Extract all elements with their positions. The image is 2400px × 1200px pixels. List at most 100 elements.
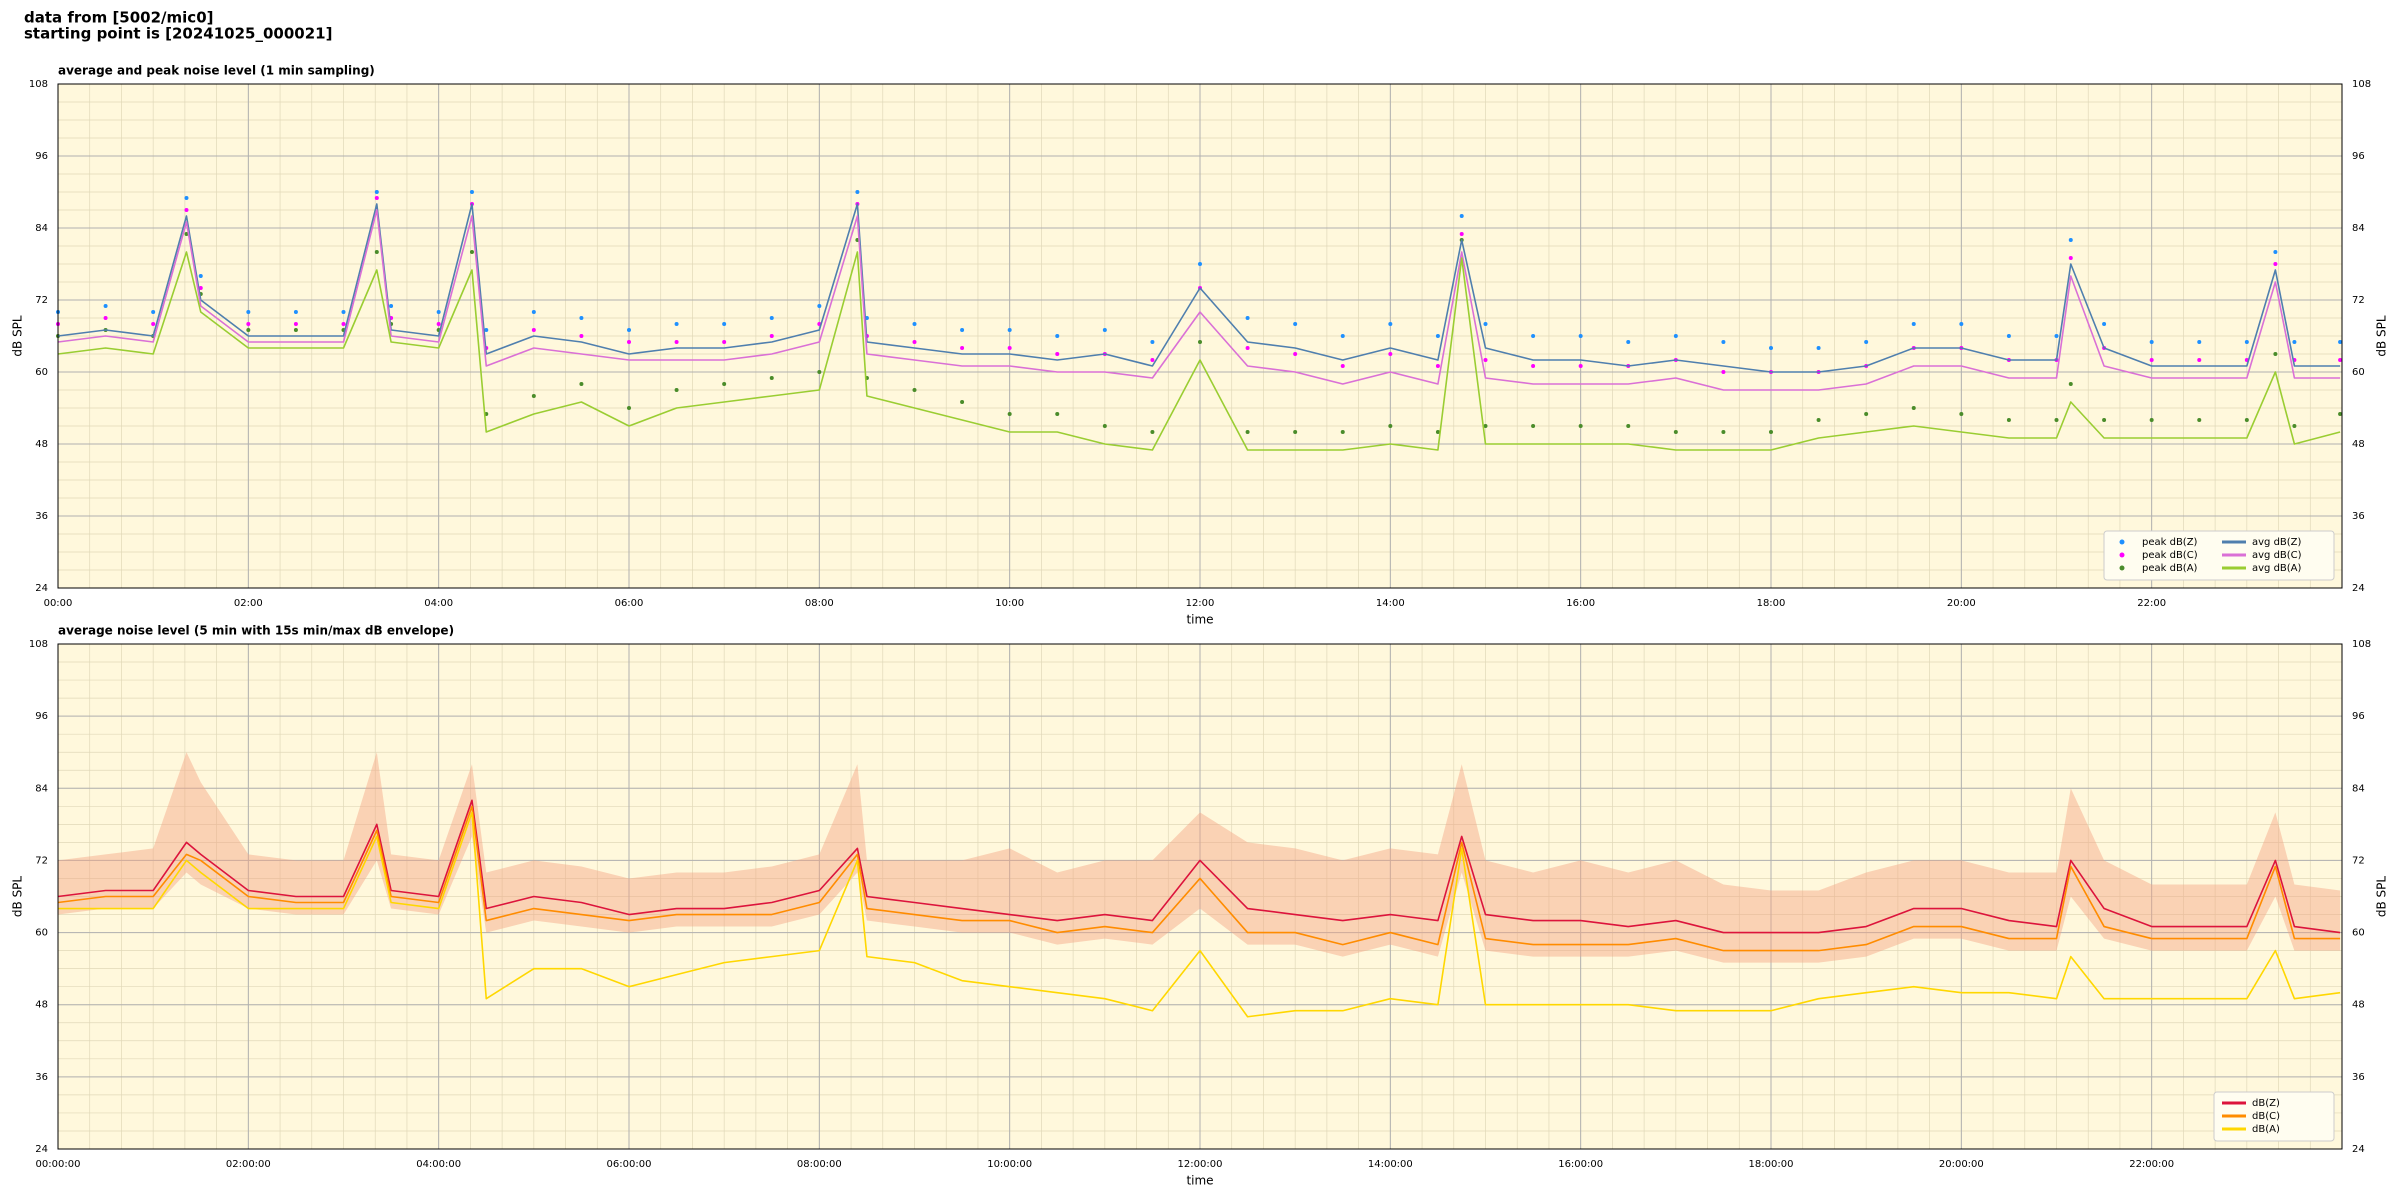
y-tick-label: 36	[35, 511, 48, 522]
series-line	[57, 203, 2341, 373]
peak-point	[1007, 346, 1012, 350]
peak-point	[1198, 340, 1202, 344]
y-tick-label: 108	[2352, 639, 2371, 650]
legend-label: peak dB(A)	[2142, 563, 2198, 574]
y-tick-label: 72	[2352, 855, 2365, 866]
peak-point	[722, 382, 727, 386]
legend-label: dB(Z)	[2252, 1098, 2280, 1109]
peak-point	[1293, 352, 1298, 356]
peak-point	[531, 310, 536, 314]
peak-point	[2244, 418, 2249, 422]
peak-point	[1959, 322, 1964, 326]
peak-point	[1007, 412, 1012, 416]
peak-point	[1293, 322, 1298, 326]
peak-point	[1245, 430, 1250, 434]
peak-point	[1459, 214, 1464, 218]
peak-point	[769, 334, 774, 338]
legend-label: peak dB(Z)	[2142, 537, 2198, 548]
x-tick-label: 18:00	[1757, 598, 1786, 609]
x-tick-label: 00:00	[44, 598, 73, 609]
y-tick-label: 60	[35, 928, 48, 939]
legend-swatch	[2119, 565, 2125, 571]
peak-point	[2338, 412, 2343, 416]
peak-point	[1531, 364, 1536, 368]
peak-point	[374, 190, 379, 194]
legend-swatch	[2119, 552, 2125, 558]
y-tick-label: 84	[35, 223, 48, 234]
y-tick-label: 96	[35, 711, 48, 722]
series-line	[57, 209, 2341, 391]
y-axis-label: dB SPL	[2375, 876, 2389, 918]
x-tick-label: 16:00	[1566, 598, 1595, 609]
peak-point	[184, 208, 189, 212]
peak-point	[1102, 424, 1107, 428]
peak-point	[293, 328, 298, 332]
y-tick-label: 36	[2352, 511, 2365, 522]
peak-point	[1626, 340, 1631, 344]
peak-point	[484, 328, 489, 332]
y-tick-label: 72	[35, 295, 48, 306]
envelope	[58, 752, 2341, 963]
x-tick-label: 06:00:00	[607, 1159, 652, 1170]
y-axis-label: dB SPL	[11, 876, 25, 918]
peak-point	[1055, 352, 1060, 356]
peak-point	[1721, 370, 1726, 374]
peak-point	[579, 382, 584, 386]
x-tick-label: 14:00:00	[1368, 1159, 1413, 1170]
x-tick-label: 14:00	[1376, 598, 1405, 609]
peak-point	[1245, 346, 1250, 350]
peak-point	[2292, 424, 2297, 428]
peak-point	[1340, 334, 1345, 338]
peak-point	[1435, 430, 1440, 434]
x-axis-label: time	[1186, 613, 1213, 627]
peak-point	[103, 316, 108, 320]
peak-point	[817, 370, 822, 374]
y-tick-label: 36	[35, 1072, 48, 1083]
peak-point	[769, 316, 774, 320]
peak-point	[1673, 430, 1678, 434]
y-tick-label: 84	[35, 783, 48, 794]
peak-point	[341, 322, 346, 326]
x-tick-label: 16:00:00	[1558, 1159, 1603, 1170]
peak-point	[855, 190, 860, 194]
peak-point	[246, 328, 251, 332]
peak-point	[674, 322, 679, 326]
peak-point	[198, 286, 203, 290]
peak-point	[2068, 256, 2073, 260]
peak-point	[2197, 358, 2202, 362]
peak-point	[1721, 340, 1726, 344]
peak-point	[1150, 358, 1155, 362]
peak-point	[2054, 334, 2059, 338]
x-tick-label: 00:00:00	[36, 1159, 81, 1170]
y-tick-label: 84	[2352, 223, 2365, 234]
y-tick-label: 36	[2352, 1072, 2365, 1083]
peak-point	[1293, 430, 1298, 434]
peak-point	[1721, 430, 1726, 434]
peak-point	[1769, 430, 1773, 434]
peak-point	[1626, 424, 1631, 428]
peak-point	[674, 340, 679, 344]
peak-point	[2197, 418, 2202, 422]
peak-point	[912, 322, 917, 326]
peak-point	[389, 304, 394, 308]
peak-point	[1435, 334, 1440, 338]
peak-point	[1864, 340, 1869, 344]
x-tick-label: 22:00	[2137, 598, 2166, 609]
peak-point	[1673, 334, 1678, 338]
x-tick-label: 22:00:00	[2129, 1159, 2174, 1170]
y-tick-label: 24	[35, 583, 48, 594]
peak-point	[531, 328, 536, 332]
peak-point	[1150, 340, 1155, 344]
y-tick-label: 48	[2352, 1000, 2365, 1011]
peak-point	[1055, 334, 1060, 338]
y-tick-label: 96	[2352, 151, 2365, 162]
peak-point	[1483, 424, 1488, 428]
x-tick-label: 06:00	[615, 598, 644, 609]
peak-point	[627, 328, 631, 332]
peak-point	[1816, 418, 1821, 422]
peak-point	[469, 190, 474, 194]
peak-point	[1578, 424, 1583, 428]
peak-point	[579, 316, 584, 320]
x-tick-label: 20:00:00	[1939, 1159, 1984, 1170]
